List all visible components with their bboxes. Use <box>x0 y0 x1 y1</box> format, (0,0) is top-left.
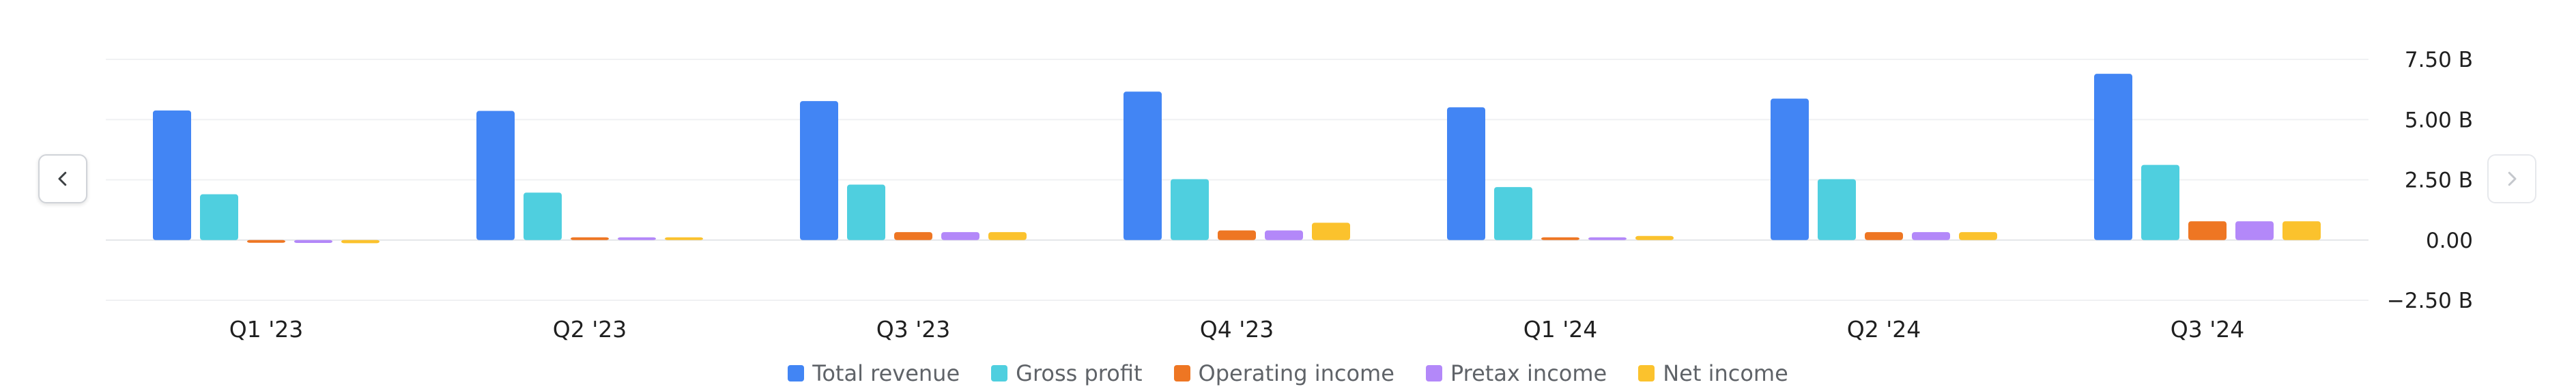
x-category-label: Q1 '24 <box>1523 316 1598 343</box>
bar[interactable] <box>1171 179 1209 240</box>
bar[interactable] <box>618 237 656 240</box>
bar[interactable] <box>1912 232 1950 240</box>
bar[interactable] <box>1124 91 1162 240</box>
bar[interactable] <box>800 101 838 240</box>
next-period-button[interactable] <box>2487 154 2536 203</box>
bar[interactable] <box>1771 98 1809 240</box>
bar[interactable] <box>1541 237 1579 240</box>
legend-item[interactable]: Net income <box>1638 360 1788 386</box>
bar[interactable] <box>847 184 885 240</box>
chevron-left-icon <box>58 171 67 186</box>
legend-swatch <box>788 365 805 381</box>
chart-legend: Total revenue Gross profit Operating incom… <box>0 360 2576 386</box>
bar[interactable] <box>1959 232 1997 240</box>
bar[interactable] <box>1447 107 1485 240</box>
legend-label: Net income <box>1663 360 1788 386</box>
y-tick-label: 5.00 B <box>2405 108 2473 132</box>
bar[interactable] <box>2235 221 2274 240</box>
previous-period-button[interactable] <box>38 154 87 203</box>
bar[interactable] <box>1265 230 1303 240</box>
legend-item[interactable]: Gross profit <box>991 360 1143 386</box>
legend-label: Total revenue <box>812 360 960 386</box>
y-tick-label: 7.50 B <box>2405 48 2473 72</box>
grid-lines <box>106 59 2369 301</box>
x-category-label: Q3 '23 <box>876 316 951 343</box>
legend-item[interactable]: Operating income <box>1173 360 1394 386</box>
bar[interactable] <box>294 240 332 243</box>
y-tick-label: −2.50 B <box>2387 289 2473 313</box>
x-category-label: Q3 '24 <box>2171 316 2245 343</box>
legend-label: Pretax income <box>1450 360 1607 386</box>
legend-item[interactable]: Total revenue <box>788 360 960 386</box>
y-axis-tick-labels: 7.50 B 5.00 B 2.50 B 0.00 −2.50 B <box>2387 48 2473 313</box>
bar[interactable] <box>1588 237 1627 240</box>
x-axis-category-labels: Q1 '23 Q2 '23 Q3 '23 Q4 '23 Q1 '24 Q2 '24 Q3 '… <box>229 316 2245 343</box>
x-category-label: Q1 '23 <box>229 316 304 343</box>
chevron-right-icon <box>2508 171 2517 186</box>
bar[interactable] <box>2094 74 2132 240</box>
bar[interactable] <box>2282 221 2321 240</box>
legend-item[interactable]: Pretax income <box>1425 360 1607 386</box>
bar-series <box>153 74 2321 244</box>
legend-swatch <box>991 365 1008 381</box>
y-tick-label: 0.00 <box>2426 229 2473 253</box>
bar[interactable] <box>894 232 932 240</box>
bar[interactable] <box>153 110 191 240</box>
bar[interactable] <box>341 240 380 244</box>
bar[interactable] <box>988 232 1027 240</box>
legend-label: Operating income <box>1198 360 1394 386</box>
x-category-label: Q4 '23 <box>1200 316 1274 343</box>
bar[interactable] <box>2141 164 2179 240</box>
bar[interactable] <box>1218 230 1256 240</box>
x-category-label: Q2 '23 <box>553 316 627 343</box>
legend-swatch <box>1173 365 1190 381</box>
bar[interactable] <box>247 240 285 243</box>
bar[interactable] <box>1818 179 1856 240</box>
bar[interactable] <box>524 192 562 240</box>
y-tick-label: 2.50 B <box>2405 169 2473 193</box>
bar[interactable] <box>1312 222 1350 240</box>
bar[interactable] <box>571 237 609 240</box>
bar[interactable] <box>665 237 703 240</box>
legend-swatch <box>1425 365 1442 381</box>
bar[interactable] <box>1494 187 1532 240</box>
bar[interactable] <box>476 111 515 240</box>
legend-label: Gross profit <box>1016 360 1143 386</box>
bar[interactable] <box>1635 235 1674 240</box>
bar[interactable] <box>1865 232 1903 240</box>
bar[interactable] <box>200 194 238 240</box>
legend-swatch <box>1638 365 1655 381</box>
x-category-label: Q2 '24 <box>1847 316 1921 343</box>
bar[interactable] <box>2188 221 2227 240</box>
bar[interactable] <box>941 232 979 240</box>
